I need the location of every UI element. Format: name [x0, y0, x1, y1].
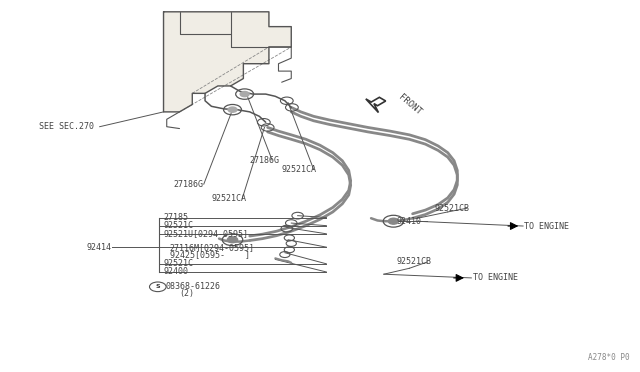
Text: 92521CB: 92521CB	[435, 204, 470, 213]
Text: 27186G: 27186G	[173, 180, 203, 189]
Text: (2): (2)	[179, 289, 195, 298]
Text: 92400: 92400	[164, 267, 189, 276]
Text: S: S	[156, 284, 160, 289]
Text: TO ENGINE: TO ENGINE	[473, 273, 518, 282]
Text: FRONT: FRONT	[397, 92, 423, 116]
Text: 27185: 27185	[164, 213, 189, 222]
Circle shape	[228, 107, 237, 112]
Circle shape	[240, 92, 249, 97]
Polygon shape	[164, 12, 291, 112]
Text: 92521C: 92521C	[164, 259, 193, 268]
Circle shape	[388, 218, 399, 224]
Text: SEE SEC.270: SEE SEC.270	[39, 122, 94, 131]
Text: 92521U[0294-0595]: 92521U[0294-0595]	[164, 229, 248, 238]
Text: 92521C: 92521C	[164, 221, 193, 230]
Text: TO ENGINE: TO ENGINE	[524, 221, 570, 231]
Text: 92425[0595-    ]: 92425[0595- ]	[170, 250, 250, 259]
Text: 92521CA: 92521CA	[282, 165, 317, 174]
Circle shape	[227, 237, 237, 243]
Text: 27186G: 27186G	[250, 155, 280, 164]
Text: 08368-61226: 08368-61226	[166, 282, 220, 291]
Text: 92414: 92414	[87, 243, 112, 251]
Text: A278*0 P0: A278*0 P0	[588, 353, 630, 362]
Text: 92521CA: 92521CA	[211, 195, 246, 203]
Text: 92410: 92410	[397, 217, 422, 226]
Text: 92521CB: 92521CB	[397, 257, 431, 266]
Text: 27116M[0294-0595]: 27116M[0294-0595]	[170, 243, 255, 251]
